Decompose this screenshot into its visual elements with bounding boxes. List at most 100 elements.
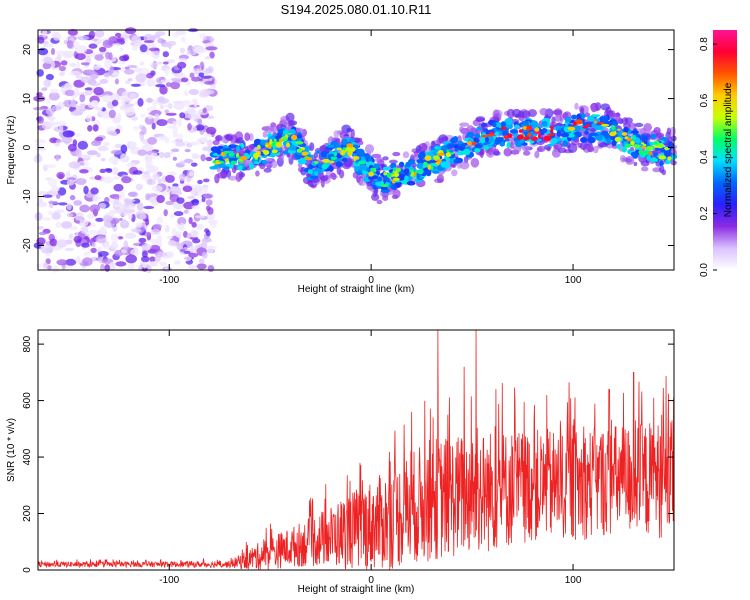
spectrogram-ridge-halo — [459, 122, 470, 127]
spectrogram-noise-cell — [141, 250, 148, 258]
spectrogram-noise-cell — [132, 170, 143, 175]
spectrogram-ridge-hotspot — [487, 133, 495, 137]
spectrogram-noise-cell — [66, 179, 75, 186]
spectrogram-noise-cell — [147, 115, 154, 120]
spectrogram-noise-cell — [172, 104, 181, 109]
spectrogram-noise-cell — [95, 217, 104, 222]
spectrogram-noise-cell — [51, 212, 61, 220]
spectrogram-noise-cell — [69, 63, 76, 67]
spectrogram-ridge-hotspot — [333, 151, 337, 157]
spectrogram-noise-cell — [64, 89, 76, 97]
snr-series-line — [37, 329, 675, 570]
spectrogram-ridge-core — [601, 130, 609, 136]
spectrogram-noise-cell — [105, 168, 113, 173]
spectrogram-ridge-hotspot — [253, 152, 260, 159]
spectrogram-ridge-halo — [319, 175, 329, 182]
spectrogram-ridge-hotspot — [286, 132, 292, 135]
spectrogram-ridge-halo — [228, 175, 238, 181]
spectrogram-noise-cell — [97, 251, 109, 257]
spectrogram-noise-cell — [164, 109, 170, 114]
spectrogram-ridge-core — [403, 168, 410, 175]
spectrogram-noise-cell — [146, 78, 156, 87]
spectrogram-noise-cell — [77, 35, 89, 41]
spectrogram-noise-cell — [79, 162, 85, 166]
spectrogram-ridge-hotspot — [269, 139, 273, 145]
spectrogram-noise-cell — [78, 104, 85, 110]
spectrogram-noise-cell — [46, 121, 58, 127]
spectrogram-xtick-label: -100 — [159, 275, 179, 286]
spectrogram-noise-cell — [133, 125, 139, 131]
spectrogram-ridge-hotspot — [410, 171, 415, 177]
spectrogram-ridge-core — [623, 126, 629, 133]
spectrogram-noise-cell — [79, 154, 92, 159]
spectrogram-noise-cell — [90, 247, 97, 253]
spectrogram-ridge-core — [494, 131, 500, 136]
spectrogram-noise-cell — [42, 217, 52, 221]
spectrogram-noise-cell — [205, 46, 218, 51]
spectrogram-ridge-halo — [356, 174, 361, 183]
spectrogram-noise-cell — [131, 35, 142, 45]
spectrogram-ridge-halo — [216, 172, 227, 179]
spectrogram-noise-cell — [119, 55, 129, 62]
snr-frame — [37, 329, 675, 571]
spectrogram-noise-cell — [37, 36, 45, 44]
spectrogram-ridge-core — [404, 175, 409, 181]
spectrogram-ridge-hotspot — [642, 143, 647, 147]
spectrogram-noise-cell — [105, 51, 111, 60]
spectrogram-noise-cell — [47, 210, 54, 216]
spectrogram-noise-cell — [203, 178, 210, 183]
spectrogram-ridge-core — [398, 161, 405, 168]
spectrogram-ridge-core — [335, 161, 343, 168]
spectrogram-noise-cell — [124, 66, 130, 70]
spectrogram-ridge-halo — [364, 144, 375, 154]
spectrogram-ridge-halo — [470, 158, 480, 168]
spectrogram-noise-cell — [148, 47, 160, 52]
spectrogram-noise-cell — [121, 176, 132, 184]
spectrogram-noise-cell — [188, 88, 199, 96]
spectrogram-ridge-hotspot — [480, 135, 489, 138]
spectrogram-ridge-halo — [493, 148, 500, 156]
spectrogram-ridge-hotspot — [611, 125, 616, 130]
spectrogram-ridge-core — [474, 148, 481, 153]
spectrogram-noise-cell — [45, 258, 51, 265]
colorbar-tick-label: 0.6 — [699, 93, 710, 107]
spectrogram-noise-cell — [127, 64, 138, 69]
spectrogram-noise-cell — [94, 54, 104, 61]
spectrogram-ridge-hotspot — [530, 136, 538, 142]
spectrogram-noise-cell — [130, 248, 140, 256]
snr-panel: -100 0 100 0 200 400 600 800 Height of straight… — [6, 329, 675, 595]
spectrogram-noise-cell — [36, 116, 45, 124]
spectrogram-noise-cell — [51, 105, 62, 111]
spectrogram-ridge-halo — [236, 137, 244, 144]
spectrogram-noise-cell — [41, 87, 48, 91]
spectrogram-noise-cell — [145, 50, 150, 55]
spectrogram-noise-cell — [58, 65, 67, 72]
spectrogram-noise-cell — [70, 110, 83, 116]
spectrogram-ridge-hotspot — [534, 127, 540, 132]
spectrogram-ridge-hotspot — [424, 155, 432, 161]
spectrogram-ridge-halo — [248, 133, 254, 142]
spectrogram-noise-cell — [159, 151, 165, 159]
spectrogram-ridge-hotspot — [437, 152, 445, 156]
spectrogram-noise-cell — [168, 171, 177, 176]
spectrogram-ridge-core — [453, 158, 463, 164]
spectrogram-noise-cell — [113, 176, 120, 181]
spectrogram-noise-cell — [126, 162, 137, 167]
spectrogram-noise-cell — [155, 84, 166, 88]
colorbar-tick-label: 0.2 — [699, 206, 710, 220]
spectrogram-noise-cell — [79, 94, 86, 103]
spectrogram-noise-cell — [156, 234, 162, 243]
spectrogram-frame — [37, 29, 675, 271]
spectrogram-ridge-hotspot — [632, 134, 637, 141]
spectrogram-noise-cell — [62, 130, 74, 138]
spectrogram-ridge-core — [492, 122, 497, 128]
spectrogram-noise-cell — [75, 148, 82, 158]
snr-ytick-label: 600 — [22, 392, 33, 409]
spectrogram-ridge-core — [372, 185, 377, 190]
spectrogram-ridge-core — [375, 181, 383, 186]
spectrogram-ridge-halo — [509, 141, 515, 150]
spectrogram-noise-cell — [55, 139, 63, 144]
spectrogram-noise-cell — [187, 123, 192, 131]
spectrogram-xtick-label: 0 — [368, 275, 374, 286]
